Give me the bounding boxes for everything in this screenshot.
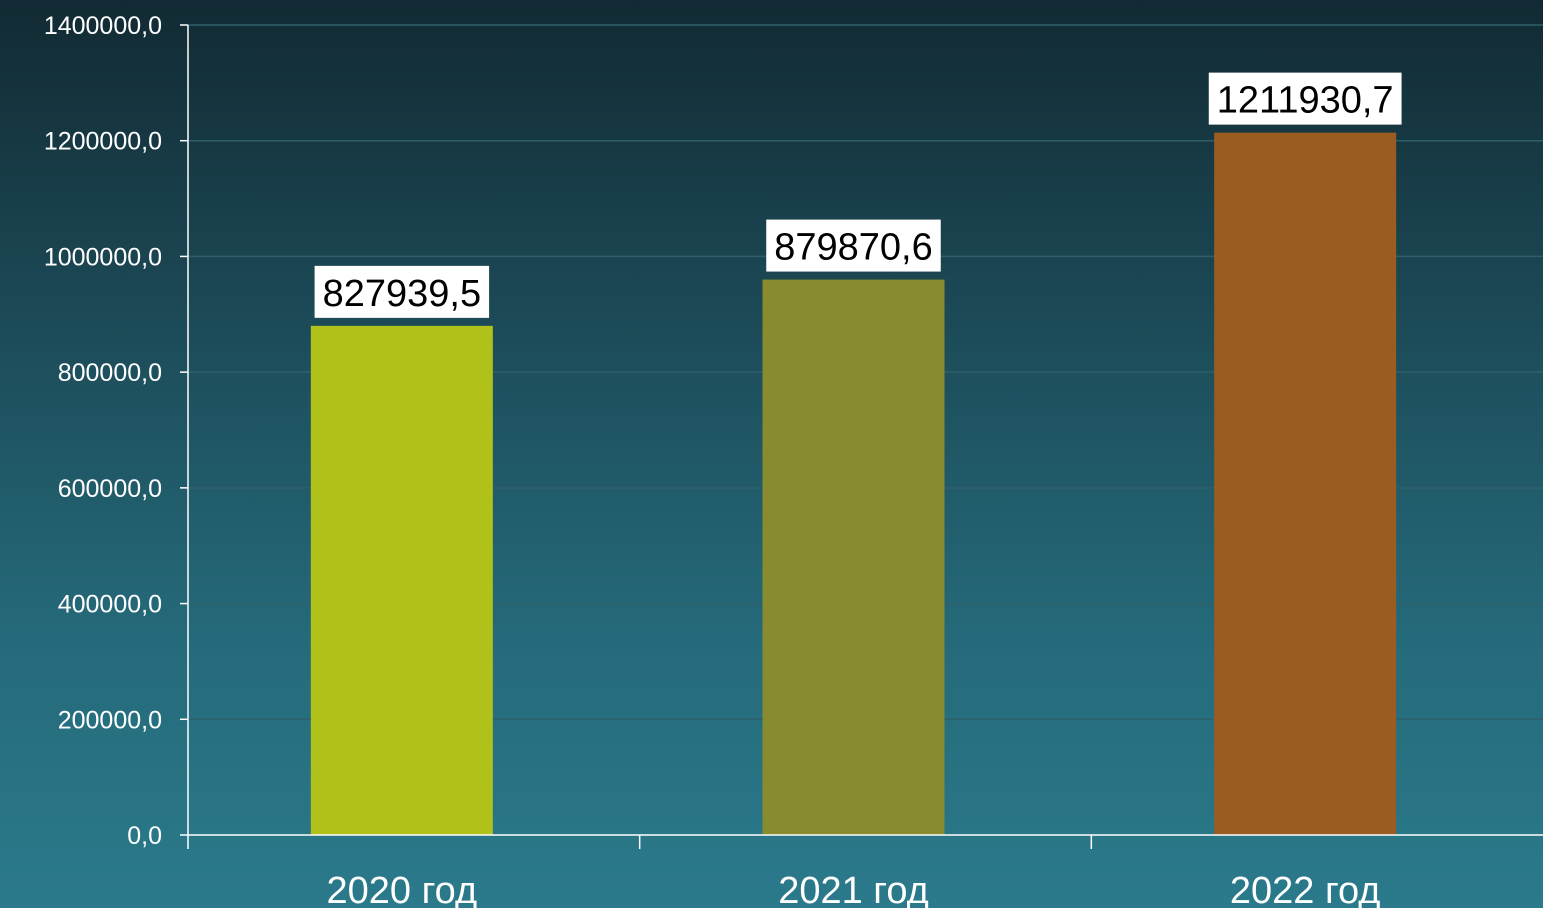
y-tick-label: 1200000,0 [44, 128, 162, 156]
data-label: 827939,5 [314, 265, 490, 318]
bars [310, 132, 1397, 836]
y-tick-label: 800000,0 [58, 359, 162, 387]
bar [762, 279, 945, 836]
x-tick-label: 2022 год [1230, 870, 1381, 908]
data-labels: 827939,5 879870,6 1211930,7 [314, 72, 1402, 318]
x-tick-label: 2020 год [327, 870, 478, 908]
x-tick-label: 2021 год [778, 870, 929, 908]
data-label: 879870,6 [766, 219, 941, 272]
data-label-text: 827939,5 [323, 273, 482, 315]
axes [180, 24, 1543, 849]
bar [1214, 132, 1397, 836]
data-label-box [766, 219, 941, 272]
y-tick-label: 200000,0 [58, 706, 162, 734]
y-tick-label: 400000,0 [58, 591, 162, 619]
y-tick-label: 1000000,0 [44, 243, 162, 271]
y-tick-label: 1400000,0 [44, 12, 162, 40]
bar [310, 325, 493, 835]
x-axis-tick-labels: 2020 год 2021 год 2022 год [327, 870, 1381, 908]
data-label-text: 1211930,7 [1217, 80, 1394, 122]
y-tick-label: 0,0 [127, 822, 162, 850]
data-label: 1211930,7 [1208, 72, 1402, 125]
data-label-box [314, 265, 490, 318]
y-tick-label: 600000,0 [58, 475, 162, 503]
y-axis-tick-labels: 0,0 200000,0 400000,0 600000,0 800000,0 10000… [44, 12, 162, 850]
data-label-text: 879870,6 [774, 227, 933, 269]
data-label-box [1208, 72, 1402, 125]
